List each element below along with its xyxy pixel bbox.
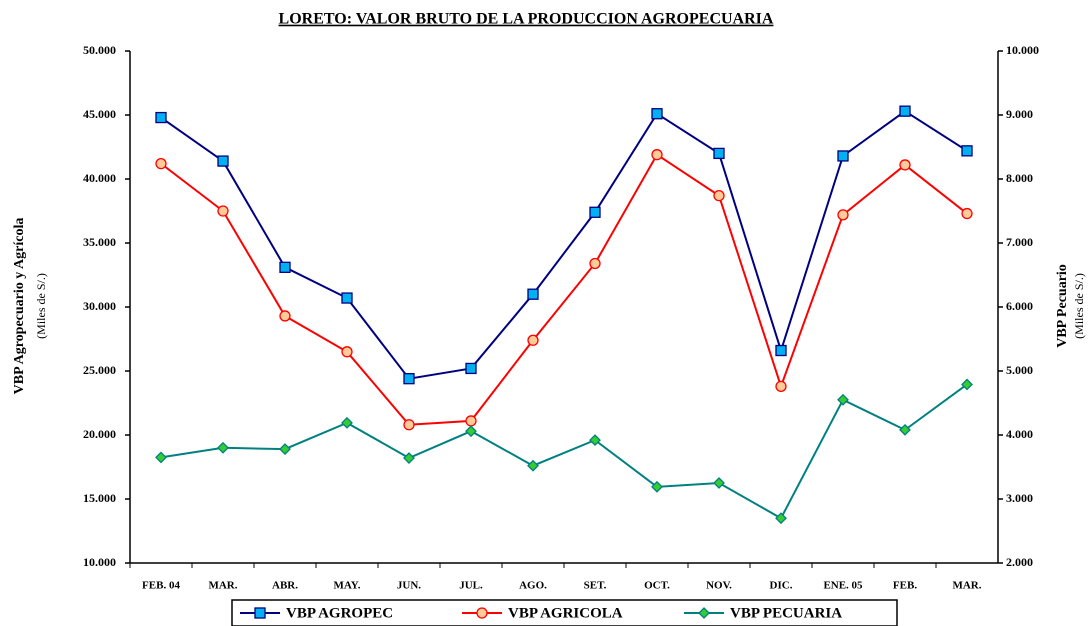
y-tick-label: 40.000 xyxy=(83,171,116,185)
y2-axis-unit: (Miles de S/.) xyxy=(1072,273,1086,339)
data-point xyxy=(713,189,725,202)
data-point xyxy=(527,288,539,300)
data-point xyxy=(775,380,787,393)
data-point xyxy=(403,419,415,431)
x-tick-label: NOV. xyxy=(706,580,732,592)
data-point xyxy=(279,261,291,273)
x-tick-label: ABR. xyxy=(272,580,298,592)
y2-tick-label: 9.000 xyxy=(1006,107,1033,121)
y2-tick-label: 3.000 xyxy=(1006,491,1033,505)
series-line xyxy=(160,383,968,520)
data-point xyxy=(217,155,229,167)
x-tick-label: FEB. xyxy=(893,580,917,592)
data-point xyxy=(155,111,167,124)
data-point xyxy=(961,145,973,157)
data-point xyxy=(403,373,415,385)
x-tick-label: ENE. 05 xyxy=(823,580,863,592)
y2-tick-label: 7.000 xyxy=(1006,235,1033,249)
x-tick-label: AGO. xyxy=(519,580,547,592)
data-point xyxy=(713,147,725,160)
series-line xyxy=(160,153,968,426)
y-axis-title: VBP Agropecuario y Agrícola xyxy=(12,218,27,395)
x-tick-label: DIC. xyxy=(770,580,793,592)
x-tick-label: MAR. xyxy=(952,580,981,592)
data-point xyxy=(589,257,601,270)
y2-tick-label: 6.000 xyxy=(1006,299,1033,313)
y2-tick-label: 8.000 xyxy=(1006,171,1033,185)
y-tick-label: 50.000 xyxy=(83,43,116,57)
legend-marker xyxy=(254,607,266,619)
y2-tick-label: 5.000 xyxy=(1006,363,1033,377)
data-point xyxy=(465,362,477,375)
data-point xyxy=(899,423,911,436)
data-point xyxy=(589,434,601,447)
data-point xyxy=(899,159,911,171)
y-axis-unit: (Miles de S/.) xyxy=(34,273,48,339)
y-tick-label: 25.000 xyxy=(83,363,116,377)
data-point xyxy=(465,415,477,427)
data-point xyxy=(961,378,973,391)
data-point xyxy=(775,344,787,357)
x-tick-label: MAY. xyxy=(333,580,360,592)
y-tick-label: 35.000 xyxy=(83,235,116,249)
y2-tick-label: 4.000 xyxy=(1006,427,1033,441)
x-tick-label: FEB. 04 xyxy=(142,580,180,592)
y-tick-label: 30.000 xyxy=(83,299,116,313)
chart-title: LORETO: VALOR BRUTO DE LA PRODUCCION AGR… xyxy=(279,11,774,28)
y2-tick-label: 10.000 xyxy=(1006,43,1039,57)
legend-marker xyxy=(698,607,710,619)
y2-axis-title: VBP Pecuario xyxy=(1055,264,1070,348)
legend-box xyxy=(231,599,898,626)
data-point xyxy=(217,205,229,217)
legend-marker xyxy=(476,607,488,619)
data-point xyxy=(837,150,849,162)
data-point xyxy=(837,393,849,406)
data-point xyxy=(589,206,601,218)
data-point xyxy=(527,459,539,472)
data-point xyxy=(837,209,849,221)
x-tick-label: JUN. xyxy=(397,580,421,592)
data-point xyxy=(279,443,291,455)
legend-label: VBP PECUARIA xyxy=(730,605,842,621)
series-line xyxy=(160,109,968,380)
x-tick-label: MAR. xyxy=(208,580,237,592)
y-tick-label: 45.000 xyxy=(83,107,116,121)
x-tick-label: SET. xyxy=(584,580,607,592)
y-tick-label: 20.000 xyxy=(83,427,116,441)
data-point xyxy=(527,334,539,346)
data-point xyxy=(651,108,663,120)
y-tick-label: 10.000 xyxy=(83,555,116,569)
data-point xyxy=(341,292,353,304)
data-point xyxy=(899,105,911,117)
data-point xyxy=(217,441,229,454)
data-point xyxy=(279,310,291,322)
x-tick-label: OCT. xyxy=(644,580,670,592)
data-point xyxy=(651,149,663,161)
data-point xyxy=(341,346,353,358)
data-point xyxy=(341,416,353,429)
data-point xyxy=(775,512,787,525)
data-point xyxy=(155,451,167,464)
legend-label: VBP AGROPEC xyxy=(286,605,393,621)
data-point xyxy=(403,452,415,464)
data-point xyxy=(465,425,477,438)
data-point xyxy=(713,477,725,489)
y2-tick-label: 2.000 xyxy=(1006,555,1033,569)
y-tick-label: 15.000 xyxy=(83,491,116,505)
data-point xyxy=(961,207,973,220)
legend-label: VBP AGRICOLA xyxy=(508,605,623,621)
data-point xyxy=(651,480,663,493)
data-point xyxy=(155,157,167,170)
x-tick-label: JUL. xyxy=(459,580,483,592)
